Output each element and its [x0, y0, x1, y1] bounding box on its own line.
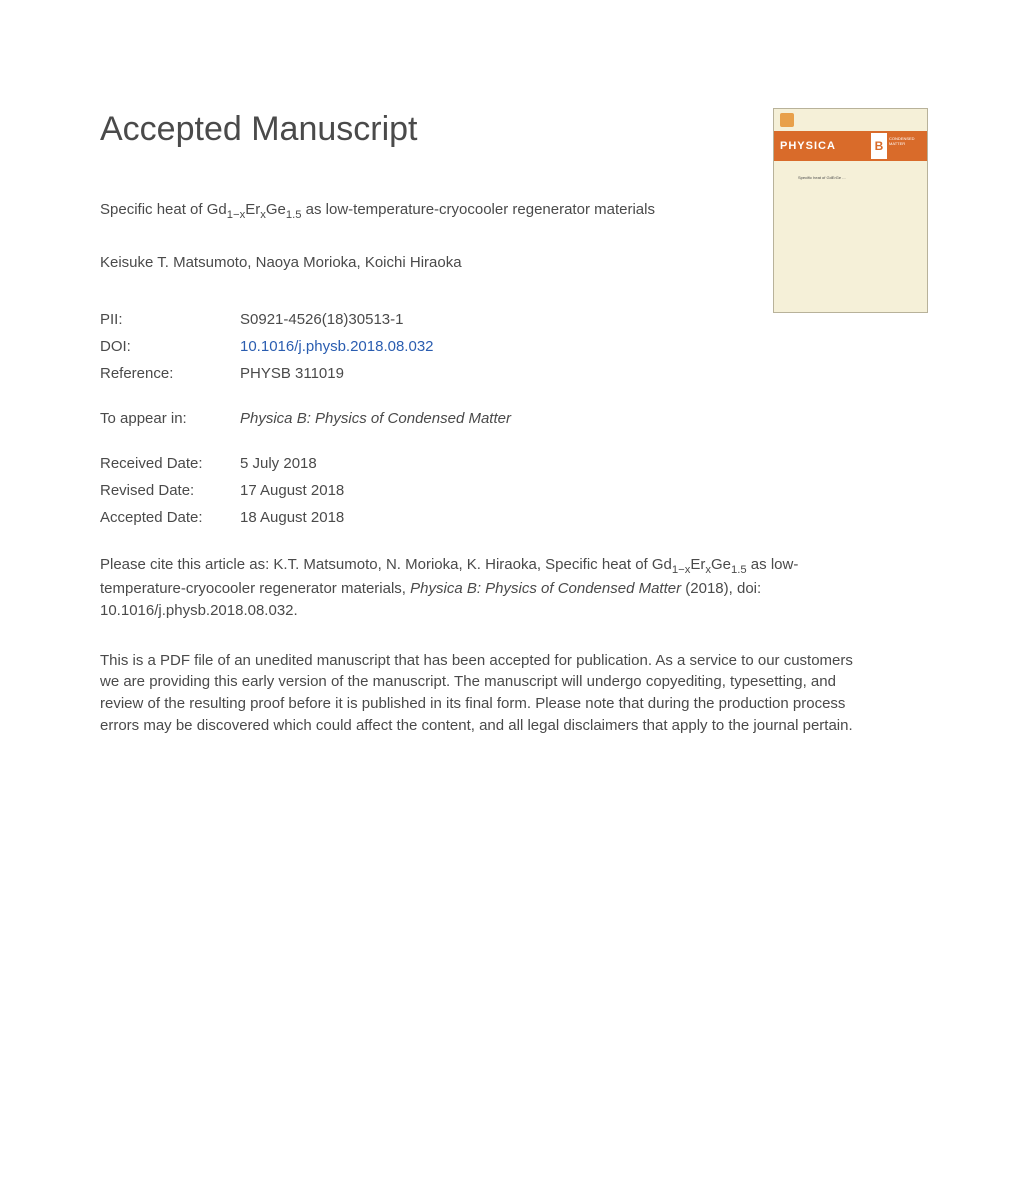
meta-row-revised: Revised Date: 17 August 2018	[100, 482, 930, 499]
metadata-block-2: To appear in: Physica B: Physics of Cond…	[100, 410, 930, 427]
citation-journal: Physica B: Physics of Condensed Matter	[410, 580, 681, 597]
title-sub1: 1−x	[227, 209, 245, 221]
metadata-block-3: Received Date: 5 July 2018 Revised Date:…	[100, 455, 930, 526]
accepted-value: 18 August 2018	[240, 509, 930, 526]
citation-sub3: 1.5	[731, 564, 747, 576]
citation-sub1: 1−x	[672, 564, 690, 576]
disclaimer-paragraph: This is a PDF file of an unedited manusc…	[100, 650, 860, 737]
cover-brand-label: PHYSICA	[780, 140, 836, 152]
cover-subtitle: CONDENSED MATTER	[889, 137, 923, 147]
doi-link[interactable]: 10.1016/j.physb.2018.08.032	[240, 338, 930, 355]
meta-row-pii: PII: S0921-4526(18)30513-1	[100, 311, 930, 328]
doi-label: DOI:	[100, 338, 240, 355]
citation-paragraph: Please cite this article as: K.T. Matsum…	[100, 554, 860, 622]
title-mid2: Ge	[266, 201, 286, 218]
received-value: 5 July 2018	[240, 455, 930, 472]
received-label: Received Date:	[100, 455, 240, 472]
appear-value: Physica B: Physics of Condensed Matter	[240, 410, 930, 427]
citation-mid1: Er	[690, 556, 705, 573]
journal-cover-thumbnail: PHYSICA B CONDENSED MATTER Specific heat…	[773, 108, 928, 313]
appear-label: To appear in:	[100, 410, 240, 427]
citation-mid2: Ge	[711, 556, 731, 573]
citation-prefix: Please cite this article as: K.T. Matsum…	[100, 556, 672, 573]
revised-value: 17 August 2018	[240, 482, 930, 499]
accepted-label: Accepted Date:	[100, 509, 240, 526]
pii-value: S0921-4526(18)30513-1	[240, 311, 930, 328]
meta-row-accepted: Accepted Date: 18 August 2018	[100, 509, 930, 526]
cover-brand-band: PHYSICA B CONDENSED MATTER	[774, 131, 927, 161]
elsevier-logo-icon	[780, 113, 794, 127]
title-sub3: 1.5	[286, 209, 302, 221]
title-prefix: Specific heat of Gd	[100, 201, 227, 218]
reference-label: Reference:	[100, 365, 240, 382]
metadata-block-1: PII: S0921-4526(18)30513-1 DOI: 10.1016/…	[100, 311, 930, 382]
cover-letter-box: B	[871, 133, 887, 159]
pii-label: PII:	[100, 311, 240, 328]
meta-row-appear: To appear in: Physica B: Physics of Cond…	[100, 410, 930, 427]
revised-label: Revised Date:	[100, 482, 240, 499]
meta-row-received: Received Date: 5 July 2018	[100, 455, 930, 472]
cover-body-text: Specific heat of GdErGe ...	[774, 161, 927, 187]
meta-row-reference: Reference: PHYSB 311019	[100, 365, 930, 382]
meta-row-doi: DOI: 10.1016/j.physb.2018.08.032	[100, 338, 930, 355]
cover-top-bar	[774, 109, 927, 131]
title-mid1: Er	[245, 201, 260, 218]
reference-value: PHYSB 311019	[240, 365, 930, 382]
title-suffix: as low-temperature-cryocooler regenerato…	[301, 201, 654, 218]
